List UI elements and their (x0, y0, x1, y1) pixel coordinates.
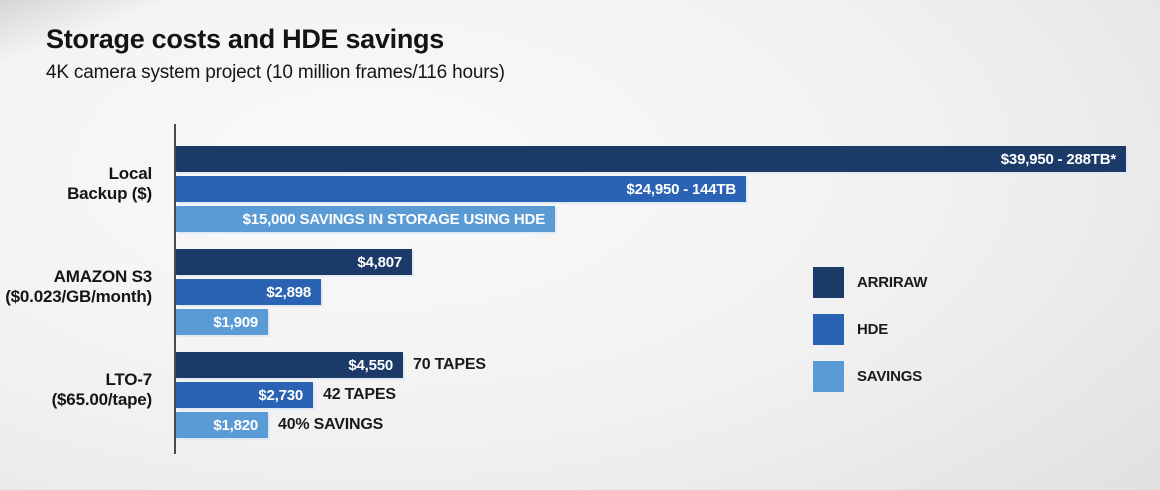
legend-swatch-savings (813, 361, 844, 392)
bar-value-label: $4,807 (357, 253, 402, 271)
bar-value-label: $2,898 (266, 283, 311, 301)
bar-savings: $1,820 (176, 412, 268, 438)
bar-value-label: $15,000 SAVINGS IN STORAGE USING HDE (242, 210, 546, 228)
chart-title: Storage costs and HDE savings (46, 24, 444, 54)
legend-item-savings: SAVINGS (813, 361, 922, 392)
category-label: Local Backup ($) (0, 164, 152, 204)
bar-arriraw: $4,807 (176, 249, 412, 275)
legend-swatch-arriraw (813, 267, 844, 298)
bar-value-label: $1,909 (213, 313, 258, 331)
bar-annotation: 70 TAPES (413, 356, 486, 373)
category-label-line: ($0.023/GB/month) (5, 287, 152, 306)
bar-value-label: $4,550 (348, 356, 393, 374)
chart-subtitle: 4K camera system project (10 million fra… (46, 62, 505, 83)
bar-annotation: 42 TAPES (323, 386, 396, 403)
bar-arriraw: $4,550 (176, 352, 403, 378)
category-label-line: Backup ($) (67, 184, 152, 203)
bar-hde: $24,950 - 144TB (176, 176, 746, 202)
bar-annotation: 40% SAVINGS (278, 416, 384, 433)
category-label-line: AMAZON S3 (53, 267, 153, 286)
bar-value-label: $1,820 (213, 416, 258, 434)
category-label: AMAZON S3 ($0.023/GB/month) (0, 267, 152, 307)
category-label-line: ($65.00/tape) (51, 390, 153, 409)
y-axis-line (174, 124, 176, 454)
bar-value-label: $39,950 - 288TB* (1000, 150, 1116, 168)
legend-label: ARRIRAW (857, 274, 928, 291)
bar-hde: $2,730 (176, 382, 313, 408)
bar-value-label: $2,730 (258, 386, 303, 404)
legend-label: HDE (857, 321, 889, 338)
bar-hde: $2,898 (176, 279, 321, 305)
legend-label: SAVINGS (857, 368, 923, 385)
category-label-line: LTO-7 (105, 370, 152, 389)
bar-savings: $15,000 SAVINGS IN STORAGE USING HDE (176, 206, 555, 232)
category-label-line: Local (108, 164, 153, 183)
bar-savings: $1,909 (176, 309, 268, 335)
category-label: LTO-7 ($65.00/tape) (0, 370, 153, 410)
legend-item-arriraw: ARRIRAW (813, 267, 927, 298)
bar-value-label: $24,950 - 144TB (626, 180, 736, 198)
bar-arriraw: $39,950 - 288TB* (176, 146, 1126, 172)
legend-item-hde: HDE (813, 314, 888, 345)
legend-swatch-hde (813, 314, 844, 345)
